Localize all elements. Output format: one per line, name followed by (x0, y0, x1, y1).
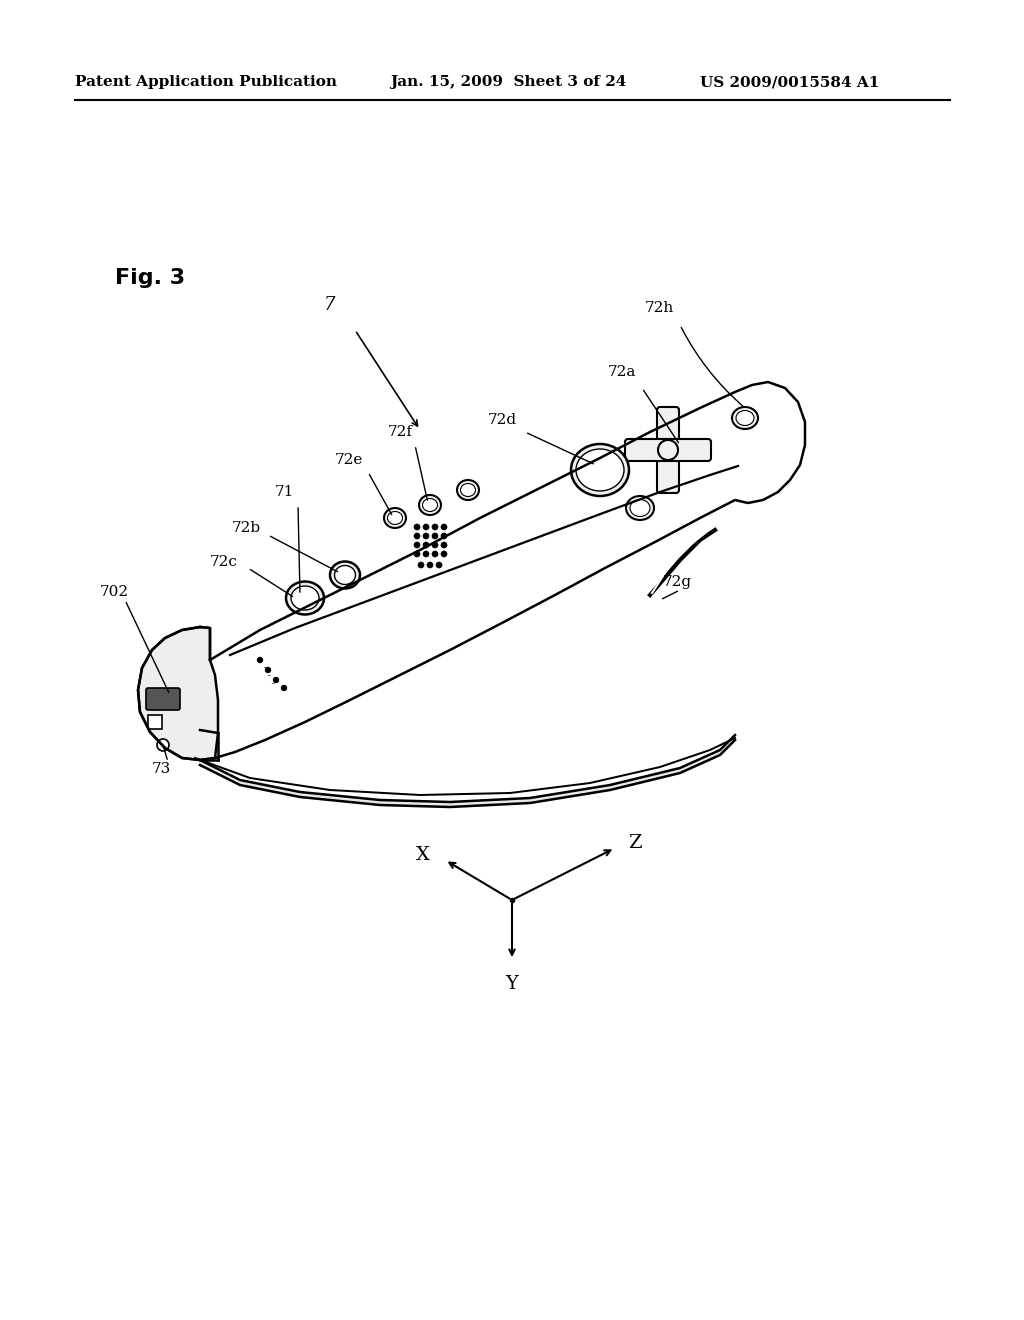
Circle shape (441, 533, 447, 539)
Text: 72e: 72e (335, 453, 364, 467)
Circle shape (432, 550, 438, 557)
Text: ─: ─ (263, 667, 265, 671)
Ellipse shape (457, 480, 479, 500)
Ellipse shape (387, 511, 402, 524)
Ellipse shape (419, 495, 441, 515)
Circle shape (658, 440, 678, 459)
Circle shape (414, 533, 420, 539)
Bar (148, 715, 162, 729)
Ellipse shape (291, 586, 319, 610)
Circle shape (441, 524, 447, 531)
Polygon shape (138, 627, 218, 760)
Ellipse shape (626, 496, 654, 520)
Circle shape (423, 543, 429, 548)
FancyBboxPatch shape (657, 407, 679, 492)
Text: ─: ─ (266, 675, 269, 678)
Ellipse shape (630, 499, 650, 516)
Text: Jan. 15, 2009  Sheet 3 of 24: Jan. 15, 2009 Sheet 3 of 24 (390, 75, 627, 88)
Ellipse shape (461, 483, 475, 496)
Text: Fig. 3: Fig. 3 (115, 268, 185, 288)
Ellipse shape (384, 508, 406, 528)
Text: X: X (416, 846, 430, 865)
Circle shape (441, 543, 447, 548)
Text: 72d: 72d (488, 413, 517, 426)
Circle shape (273, 677, 279, 682)
FancyBboxPatch shape (146, 688, 180, 710)
Text: Patent Application Publication: Patent Application Publication (75, 75, 337, 88)
Ellipse shape (732, 407, 758, 429)
Text: 72f: 72f (388, 425, 413, 440)
Text: 72a: 72a (608, 366, 636, 379)
Text: Y: Y (506, 975, 518, 993)
Ellipse shape (423, 499, 437, 511)
Ellipse shape (335, 565, 355, 585)
Text: ─: ─ (259, 657, 261, 663)
Circle shape (427, 562, 433, 568)
Circle shape (157, 739, 169, 751)
Circle shape (414, 524, 420, 531)
Circle shape (423, 524, 429, 531)
Ellipse shape (286, 582, 324, 615)
Circle shape (441, 550, 447, 557)
Text: Z: Z (628, 834, 641, 851)
Text: ─: ─ (270, 682, 273, 686)
Circle shape (423, 533, 429, 539)
Circle shape (257, 657, 262, 663)
Circle shape (432, 524, 438, 531)
Circle shape (432, 533, 438, 539)
Circle shape (414, 543, 420, 548)
Circle shape (282, 685, 287, 690)
Text: 72c: 72c (210, 554, 238, 569)
Text: 73: 73 (152, 762, 171, 776)
Circle shape (418, 562, 424, 568)
Ellipse shape (571, 444, 629, 496)
Text: 72h: 72h (645, 301, 674, 315)
Circle shape (432, 543, 438, 548)
Text: 72b: 72b (232, 521, 261, 535)
Circle shape (265, 668, 270, 672)
Text: US 2009/0015584 A1: US 2009/0015584 A1 (700, 75, 880, 88)
Circle shape (436, 562, 442, 568)
Ellipse shape (330, 561, 360, 589)
FancyBboxPatch shape (625, 440, 711, 461)
Circle shape (414, 550, 420, 557)
Circle shape (423, 550, 429, 557)
Text: 7: 7 (325, 296, 336, 314)
Ellipse shape (575, 449, 624, 491)
Ellipse shape (736, 411, 754, 425)
Text: 72g: 72g (663, 576, 692, 589)
Text: 702: 702 (100, 585, 129, 599)
Text: 71: 71 (275, 484, 294, 499)
